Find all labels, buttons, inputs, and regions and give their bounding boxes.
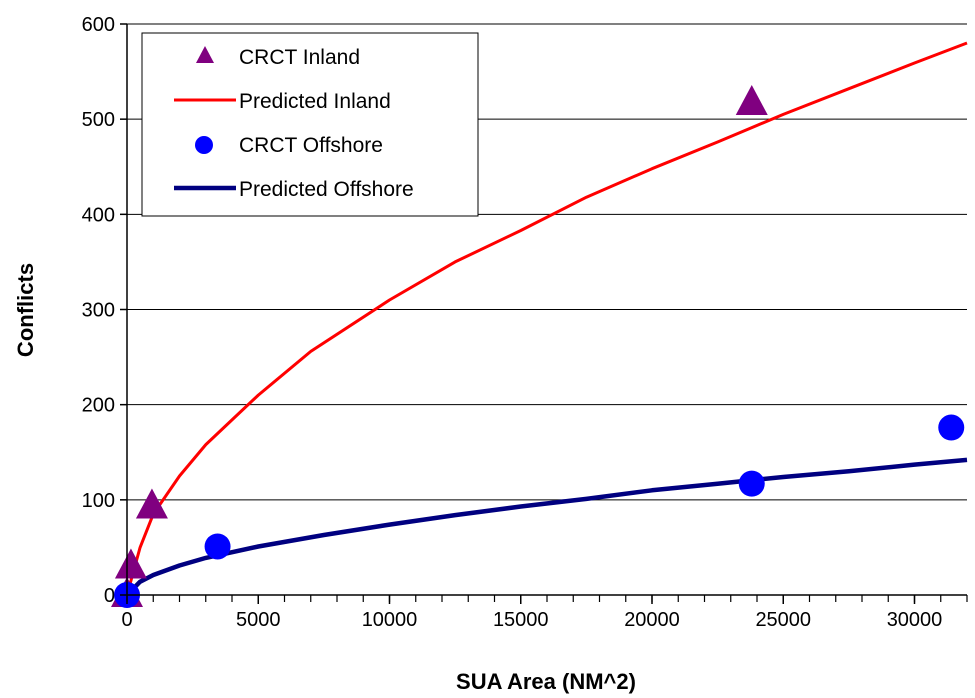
y-tick-label-0: 0 xyxy=(104,585,115,607)
x-tick-label-6: 30000 xyxy=(887,609,943,631)
crct-offshore-point-1 xyxy=(204,533,231,560)
x-tick-label-1: 5000 xyxy=(236,609,281,631)
legend-box xyxy=(141,32,479,217)
y-tick-label-2: 200 xyxy=(82,395,115,417)
legend-marker-crct-offshore xyxy=(195,136,213,154)
y-tick-label-6: 600 xyxy=(82,14,115,36)
x-tick-label-3: 15000 xyxy=(493,609,549,631)
x-tick-label-0: 0 xyxy=(121,609,132,631)
crct-offshore-point-2 xyxy=(738,470,765,497)
legend-label-crct-offshore: CRCT Offshore xyxy=(239,134,383,157)
x-tick-label-4: 20000 xyxy=(624,609,680,631)
legend: CRCT Inland Predicted Inland CRCT Offshore… xyxy=(141,32,479,217)
crct-offshore-point-3 xyxy=(938,414,965,441)
y-tick-label-3: 300 xyxy=(82,300,115,322)
legend-label-predicted-inland: Predicted Inland xyxy=(239,90,391,113)
y-axis-title: Conflicts xyxy=(13,263,38,357)
crct-inland-point-2 xyxy=(135,488,168,519)
series-line-predicted-offshore xyxy=(125,457,968,597)
series-line-predicted-inland xyxy=(125,41,968,596)
crct-inland-point-1 xyxy=(114,548,147,579)
y-tick-label-1: 100 xyxy=(82,490,115,512)
y-tick-label-4: 400 xyxy=(82,204,115,226)
legend-label-crct-inland: CRCT Inland xyxy=(239,46,360,69)
x-tick-label-2: 10000 xyxy=(362,609,418,631)
crct-inland-point-3 xyxy=(735,84,768,115)
y-tick-label-5: 500 xyxy=(82,109,115,131)
x-axis-title: SUA Area (NM^2) xyxy=(456,669,636,694)
x-tick-label-5: 25000 xyxy=(755,609,811,631)
legend-label-predicted-offshore: Predicted Offshore xyxy=(239,178,414,201)
legend-marker-crct-inland xyxy=(196,46,214,63)
axes: 0 100 200 300 400 500 600 0 5000 10000 15000 20000 2… xyxy=(82,14,968,631)
data-series xyxy=(111,41,968,608)
